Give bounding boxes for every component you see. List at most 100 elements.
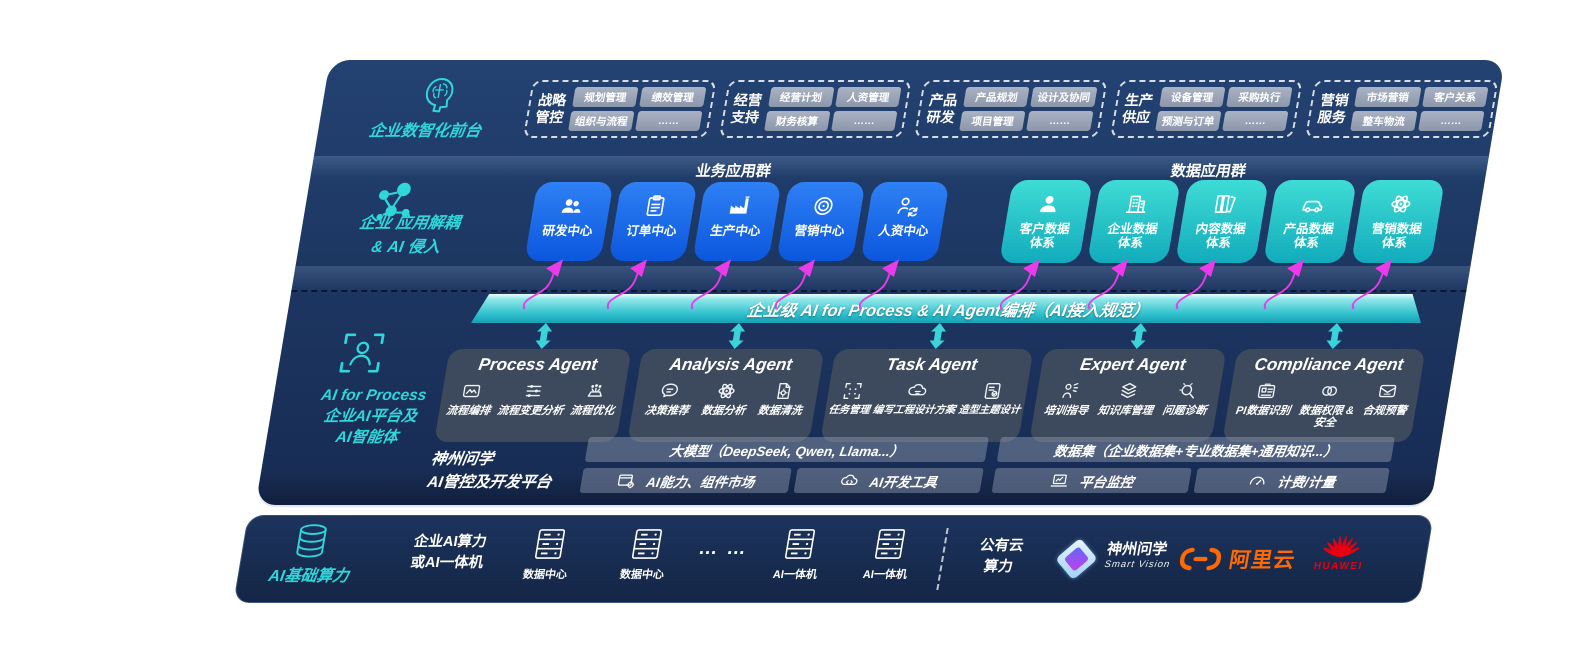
agent-card-task: Task Agent 任务管理 编写工程设计方案 造型主题设计: [820, 349, 1034, 442]
tool-bar-ai-capability-market: AI能力、组件市场: [579, 468, 792, 493]
database-icon: [287, 522, 335, 560]
tool-label: 计费/计量: [1276, 474, 1337, 490]
shenzhou-wenxue-logo: [1055, 537, 1098, 581]
front-office-group-marketing: 营销 服务 市场营销 客户关系 整车物流 ……: [1305, 80, 1499, 138]
module-pill: 客户关系: [1421, 87, 1489, 107]
business-group-title: 业务应用群: [694, 163, 773, 180]
public-cloud-label: 公有云 算力: [978, 538, 1025, 576]
scan-person-icon: [333, 328, 391, 378]
chart-box-icon: [459, 380, 485, 402]
ellipsis-more-nodes: … …: [696, 538, 750, 559]
compute-node-ai-appliance: AI一体机: [763, 528, 834, 582]
orchestration-band: 企业级 AI for Process & AI Agent编排（AI接入规范）: [471, 294, 1426, 323]
chat-face-icon: [657, 380, 683, 402]
group-name: 营销 服务: [1316, 92, 1350, 125]
platform-title: 神州问学 AI管控及开发平台: [425, 451, 553, 492]
group-name: 经营 支持: [729, 92, 764, 125]
main-panel: 企业数智化前台 战略 管控 规划管理 绩效管理 组织与流程 …… 经营 支持 经…: [255, 60, 1506, 505]
building-icon: [1122, 191, 1152, 217]
front-office-group-operation: 经营 支持 经营计划 人资管理 财务核算 ……: [718, 80, 912, 138]
data-group-title: 数据应用群: [1169, 163, 1248, 180]
shenzhou-wenxue-wordmark: 神州问学 Smart Vision: [1103, 541, 1172, 570]
huawei-logo: HUAWEI: [1305, 528, 1376, 572]
scan-grid-icon: [840, 380, 866, 402]
module-pill: ……: [1026, 111, 1094, 131]
bug-search-icon: [1175, 380, 1201, 402]
clipboard-icon: [640, 193, 670, 219]
data-box-enterprise: 企业数据 体系: [1087, 180, 1181, 263]
app-box-rd-center: 研发中心: [524, 182, 614, 261]
server-icon: [872, 528, 907, 560]
molecule-icon: [362, 176, 425, 230]
model-bar: 大模型（DeepSeek, Qwen, Llama...）: [584, 437, 989, 462]
compute-node-datacenter: 数据中心: [610, 528, 681, 582]
app-box-production-center: 生产中心: [692, 182, 782, 261]
tool-label: AI开发工具: [868, 474, 939, 490]
tool-bar-billing-metering: 计费/计量: [1193, 468, 1390, 493]
module-pill: ……: [831, 111, 898, 131]
double-arrow-icon: [926, 323, 950, 349]
people-icon: [556, 193, 586, 219]
atom-icon: [1386, 191, 1416, 217]
huawei-flower-icon: [1321, 528, 1363, 558]
module-pill: 设备管理: [1158, 87, 1226, 107]
data-box-customer: 客户数据 体系: [999, 180, 1093, 263]
module-pill: 项目管理: [959, 111, 1026, 131]
dashed-separator: [291, 290, 1467, 292]
compute-node-datacenter: 数据中心: [513, 528, 584, 582]
server-icon: [782, 528, 817, 560]
compute-node-ai-appliance: AI一体机: [853, 528, 924, 582]
laptop-chart-icon: [1048, 471, 1071, 491]
layers-icon: [1116, 380, 1142, 402]
alibaba-bracket-icon: [1175, 546, 1225, 572]
module-pill: ……: [1417, 111, 1485, 131]
business-app-boxes: 研发中心 订单中心 生产中心 营销中心 人资中心: [524, 182, 950, 261]
data-box-content: 内容数据 体系: [1175, 180, 1269, 263]
front-office-layer-label: 企业数智化前台: [367, 123, 483, 140]
compute-layer-label: AI基础算力: [267, 568, 350, 585]
tool-bar-ai-dev-tools: AI开发工具: [793, 468, 984, 493]
double-arrow-icon: [1127, 323, 1151, 349]
cloud-tune-icon: [904, 380, 930, 402]
link-rings-icon: [1317, 380, 1343, 402]
data-box-product: 产品数据 体系: [1263, 180, 1357, 263]
group-name: 产品 研发: [925, 92, 959, 125]
module-pill: 人资管理: [835, 87, 902, 107]
sliders-icon: [521, 380, 547, 402]
enterprise-compute-label: 企业AI算力 或AI一体机: [409, 534, 488, 572]
tool-label: AI能力、组件市场: [645, 474, 756, 490]
mail-lines-icon: [1375, 380, 1401, 402]
module-pill: 市场营销: [1354, 87, 1422, 107]
cloud-code-icon: [838, 471, 861, 491]
person-teach-icon: [1057, 380, 1083, 402]
gauge-icon: [1246, 471, 1269, 491]
dashed-divider: [936, 528, 949, 590]
app-box-marketing-center: 营销中心: [776, 182, 866, 261]
tool-bar-platform-monitor: 平台监控: [991, 468, 1192, 493]
group-name: 生产 供应: [1120, 92, 1155, 125]
double-arrow-icon: [532, 323, 556, 349]
server-icon: [532, 528, 567, 560]
agent-card-expert: Expert Agent 培训指导 知识库管理 问题诊断: [1029, 349, 1227, 442]
front-office-groups: 战略 管控 规划管理 绩效管理 组织与流程 …… 经营 支持 经营计划 人资管理…: [522, 80, 1499, 138]
double-arrow-icon: [725, 323, 749, 349]
app-layer-label: 企业 应用解耦 & AI 侵入: [357, 215, 462, 256]
card-check-icon: [980, 380, 1006, 402]
files-icon: [1210, 191, 1240, 217]
data-app-boxes: 客户数据 体系 企业数据 体系 内容数据 体系 产品数据 体系 营销数据 体系: [999, 180, 1445, 263]
doc-gear-icon: [770, 380, 796, 402]
front-office-group-supply: 生产 供应 设备管理 采购执行 预测与订单 ……: [1109, 80, 1304, 138]
app-box-order-center: 订单中心: [608, 182, 698, 261]
double-arrow-icon: [1323, 323, 1347, 349]
car-icon: [1298, 191, 1328, 217]
person-icon: [1034, 191, 1064, 217]
group-name: 战略 管控: [534, 92, 568, 125]
person-sync-icon: [892, 193, 922, 219]
front-office-group-strategy: 战略 管控 规划管理 绩效管理 组织与流程 ……: [522, 80, 717, 138]
module-pill: ……: [1222, 111, 1289, 131]
agent-card-process: Process Agent 流程编排 流程变更分析 流程优化: [434, 349, 632, 442]
layer-divider: [310, 156, 1489, 178]
compute-panel: AI基础算力 企业AI算力 或AI一体机 数据中心 数据中心 … … AI一体机…: [233, 515, 1434, 603]
module-pill: 组织与流程: [568, 111, 635, 131]
